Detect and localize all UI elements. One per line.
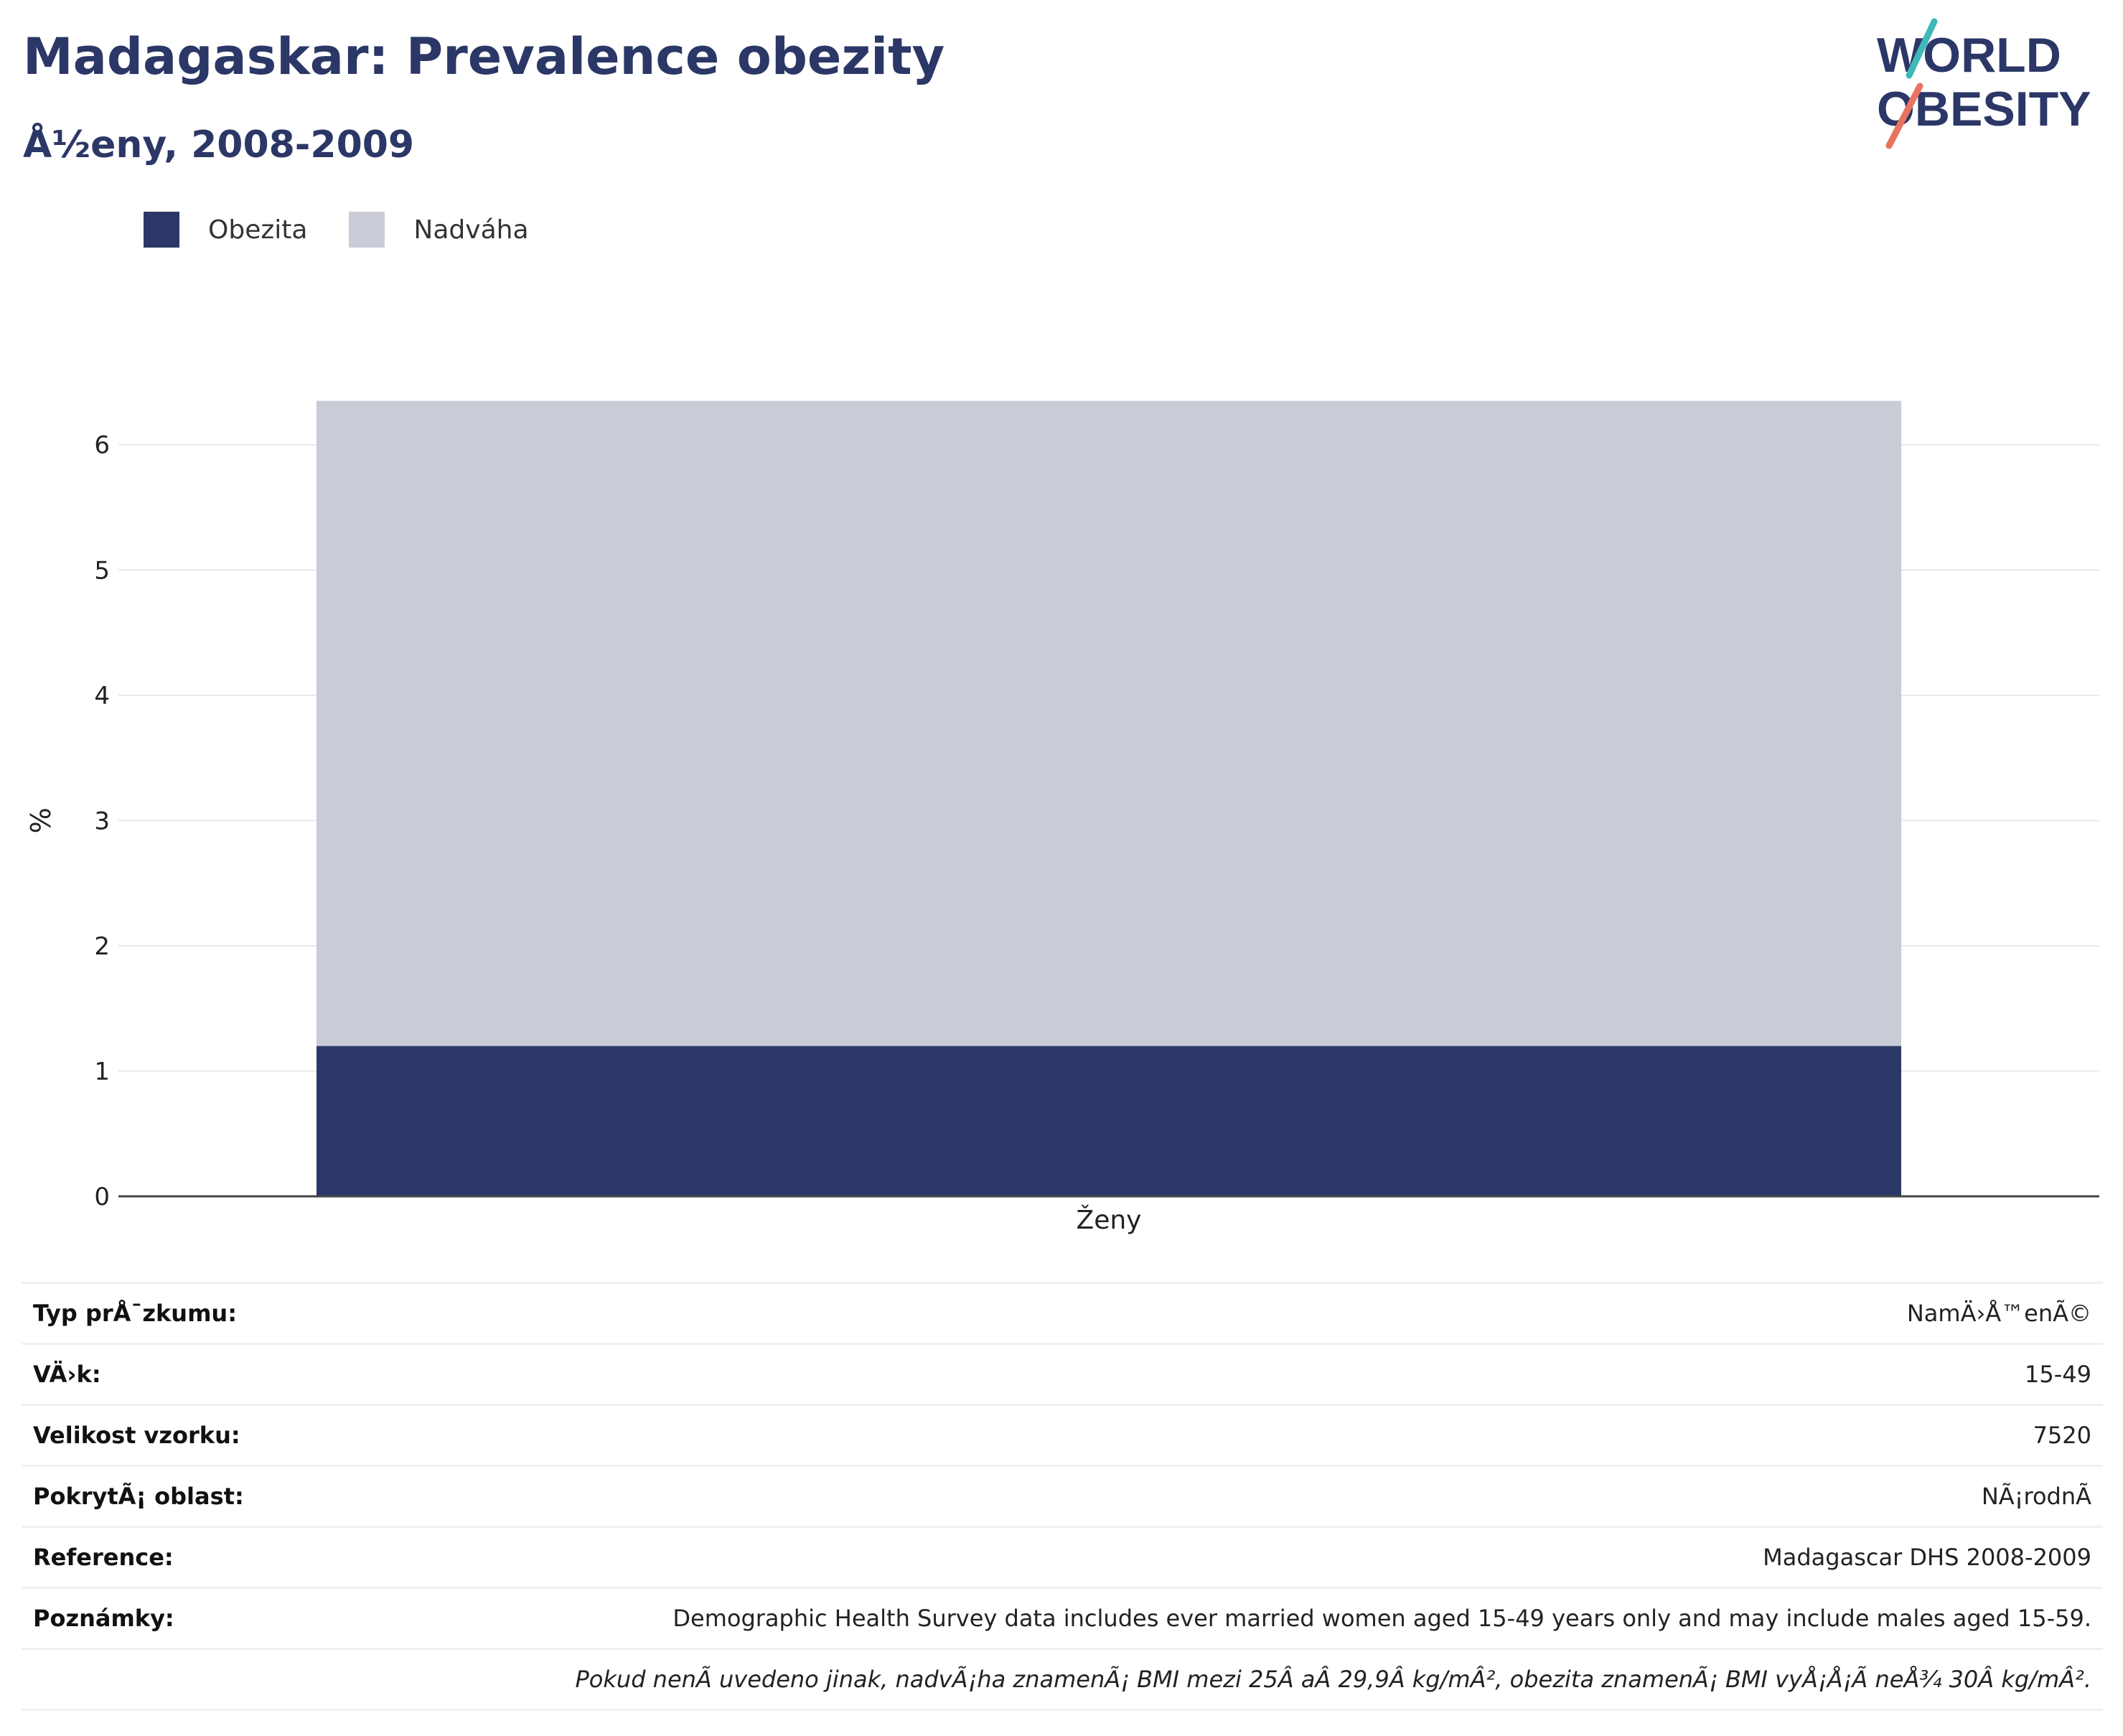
footnote-spacer [22, 1648, 475, 1711]
y-tick-label: 3 [94, 807, 110, 835]
chart-legend: Obezita Nadváha [144, 212, 571, 248]
info-value: 7520 [475, 1404, 2103, 1466]
legend-label-obezita: Obezita [208, 215, 308, 245]
legend-item-nadvaha[interactable]: Nadváha [349, 212, 529, 248]
info-key: VÄ›k: [22, 1343, 475, 1405]
table-row: VÄ›k: 15-49 [22, 1343, 2103, 1405]
footnote: Pokud nenÃ uvedeno jinak, nadvÃ¡ha zname… [475, 1648, 2103, 1711]
table-row: Poznámky: Demographic Health Survey data… [22, 1587, 2103, 1649]
chart-subtitle: Å½eny, 2008-2009 [23, 123, 415, 166]
info-value: Madagascar DHS 2008-2009 [475, 1526, 2103, 1588]
info-key: Velikost vzorku: [22, 1404, 475, 1466]
table-row: Reference: Madagascar DHS 2008-2009 [22, 1526, 2103, 1588]
logo-slash-teal [1906, 18, 1938, 79]
info-value: Demographic Health Survey data includes … [475, 1587, 2103, 1649]
bar-chart: 0 1 2 3 4 5 6% Ženy [25, 400, 2099, 1235]
info-key: Reference: [22, 1526, 475, 1588]
bar-nadváha [317, 400, 1901, 1046]
chart-title: Madagaskar: Prevalence obezity [23, 27, 945, 86]
legend-swatch-nadvaha [349, 212, 385, 248]
info-key: Poznámky: [22, 1587, 475, 1649]
logo-line1: WORLD [1877, 28, 2061, 83]
info-value: NÃ¡rodnÃ [475, 1465, 2103, 1527]
bar-obezita [317, 1046, 1901, 1196]
x-tick-label: Ženy [1077, 1205, 1142, 1235]
survey-info-table: Typ prÅ¯zkumu: NamÄ›Å™enÃ© VÄ›k: 15-49 V… [22, 1282, 2103, 1711]
world-obesity-logo: WORLD OBESITY [1877, 18, 2091, 149]
legend-item-obezita[interactable]: Obezita [144, 212, 307, 248]
y-tick-label: 0 [94, 1183, 110, 1211]
legend-swatch-obezita [144, 212, 179, 248]
y-tick-label: 2 [94, 932, 110, 961]
y-tick-label: 1 [94, 1057, 110, 1086]
logo-line2: OBESITY [1877, 82, 2091, 136]
y-tick-label: 5 [94, 556, 110, 585]
info-key: Typ prÅ¯zkumu: [22, 1282, 475, 1344]
logo-slash-coral [1885, 83, 1923, 149]
y-axis-label: % [25, 807, 57, 833]
table-row: Velikost vzorku: 7520 [22, 1404, 2103, 1466]
table-row: PokrytÃ¡ oblast: NÃ¡rodnÃ [22, 1465, 2103, 1527]
table-row: Typ prÅ¯zkumu: NamÄ›Å™enÃ© [22, 1282, 2103, 1344]
info-value: 15-49 [475, 1343, 2103, 1405]
y-tick-label: 4 [94, 682, 110, 710]
table-row-footnote: Pokud nenÃ uvedeno jinak, nadvÃ¡ha zname… [22, 1648, 2103, 1711]
info-key: PokrytÃ¡ oblast: [22, 1465, 475, 1527]
info-value: NamÄ›Å™enÃ© [475, 1282, 2103, 1344]
legend-label-nadvaha: Nadváha [413, 215, 529, 245]
y-tick-label: 6 [94, 431, 110, 460]
